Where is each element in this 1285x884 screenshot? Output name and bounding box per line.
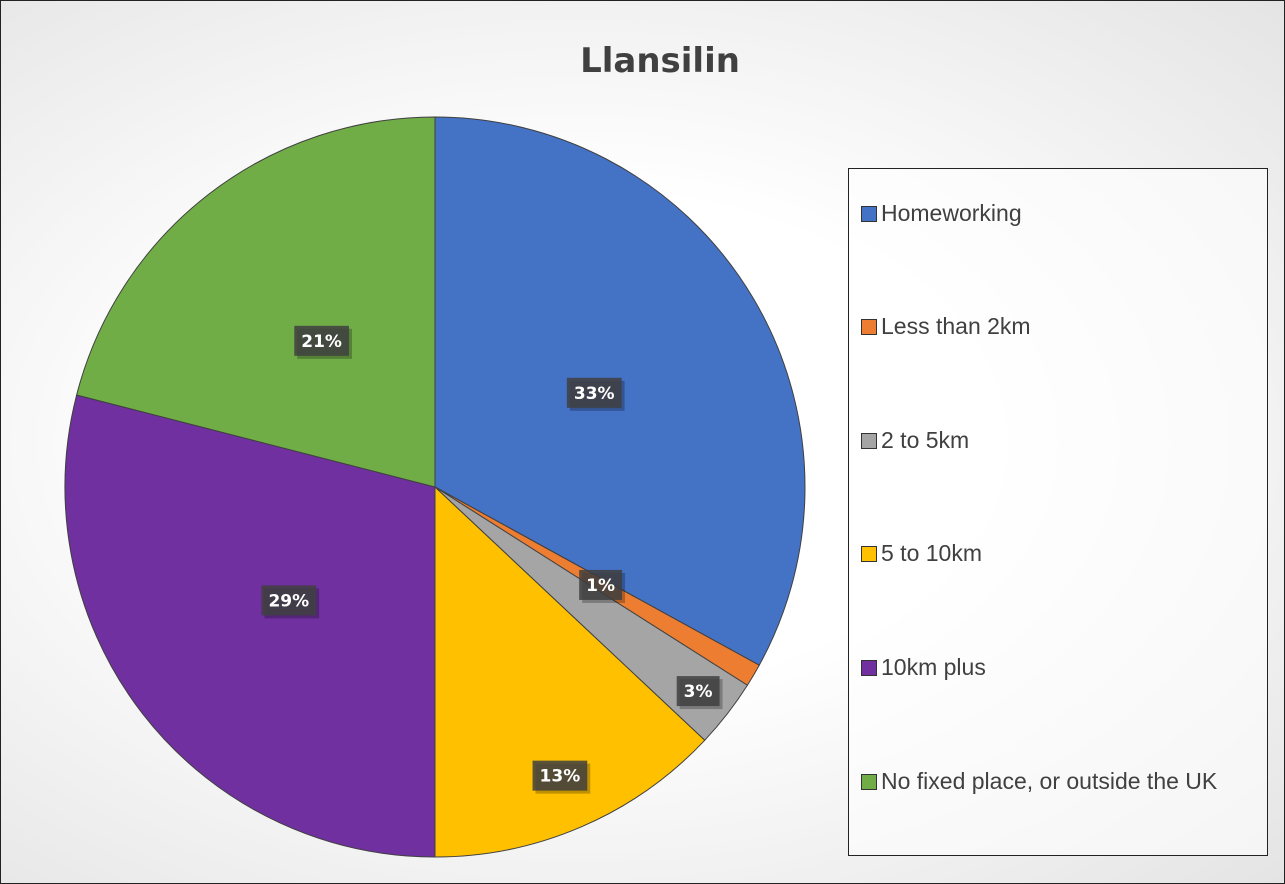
- legend-label: Less than 2km: [881, 313, 1031, 339]
- data-label: 29%: [261, 585, 320, 619]
- legend-label: No fixed place, or outside the UK: [881, 768, 1218, 794]
- legend: Homeworking Less than 2km 2 to 5km 5 to 10k…: [848, 168, 1268, 856]
- legend-label: Homeworking: [881, 200, 1022, 226]
- legend-item: Less than 2km: [861, 312, 1261, 340]
- legend-item: 2 to 5km: [861, 426, 1261, 454]
- legend-item: Homeworking: [861, 199, 1261, 227]
- legend-item: 10km plus: [861, 653, 1261, 681]
- data-label-box: [294, 325, 349, 356]
- data-label: 33%: [566, 377, 625, 411]
- data-label: 13%: [532, 760, 591, 794]
- data-label-text: 29%: [268, 591, 309, 611]
- legend-item: 5 to 10km: [861, 539, 1261, 567]
- data-label-box: [532, 760, 588, 791]
- data-label-text: 33%: [574, 384, 615, 404]
- legend-swatch: [861, 546, 877, 562]
- data-label: 1%: [579, 569, 626, 603]
- data-label-box: [566, 377, 622, 408]
- legend-swatch: [861, 319, 877, 335]
- pie-slice: [64, 394, 436, 858]
- data-label-text: 13%: [540, 767, 581, 787]
- legend-swatch: [861, 660, 877, 676]
- data-label-box: [261, 585, 317, 616]
- data-label-text: 3%: [684, 682, 713, 702]
- data-label-box: [579, 569, 623, 600]
- data-label-text: 21%: [301, 332, 342, 352]
- legend-swatch: [861, 206, 877, 222]
- pie-slice: [76, 116, 436, 488]
- pie-slice: [434, 485, 706, 858]
- legend-label: 10km plus: [881, 654, 986, 680]
- chart-title: Llansilin: [580, 41, 740, 81]
- data-label-box: [676, 676, 720, 707]
- data-label: 3%: [676, 676, 723, 710]
- legend-item: No fixed place, or outside the UK: [861, 767, 1261, 795]
- data-label-text: 1%: [586, 576, 615, 596]
- legend-swatch: [861, 774, 877, 790]
- legend-swatch: [861, 433, 877, 449]
- legend-label: 5 to 10km: [881, 540, 982, 566]
- legend-label: 2 to 5km: [881, 427, 970, 453]
- data-label: 21%: [294, 325, 352, 359]
